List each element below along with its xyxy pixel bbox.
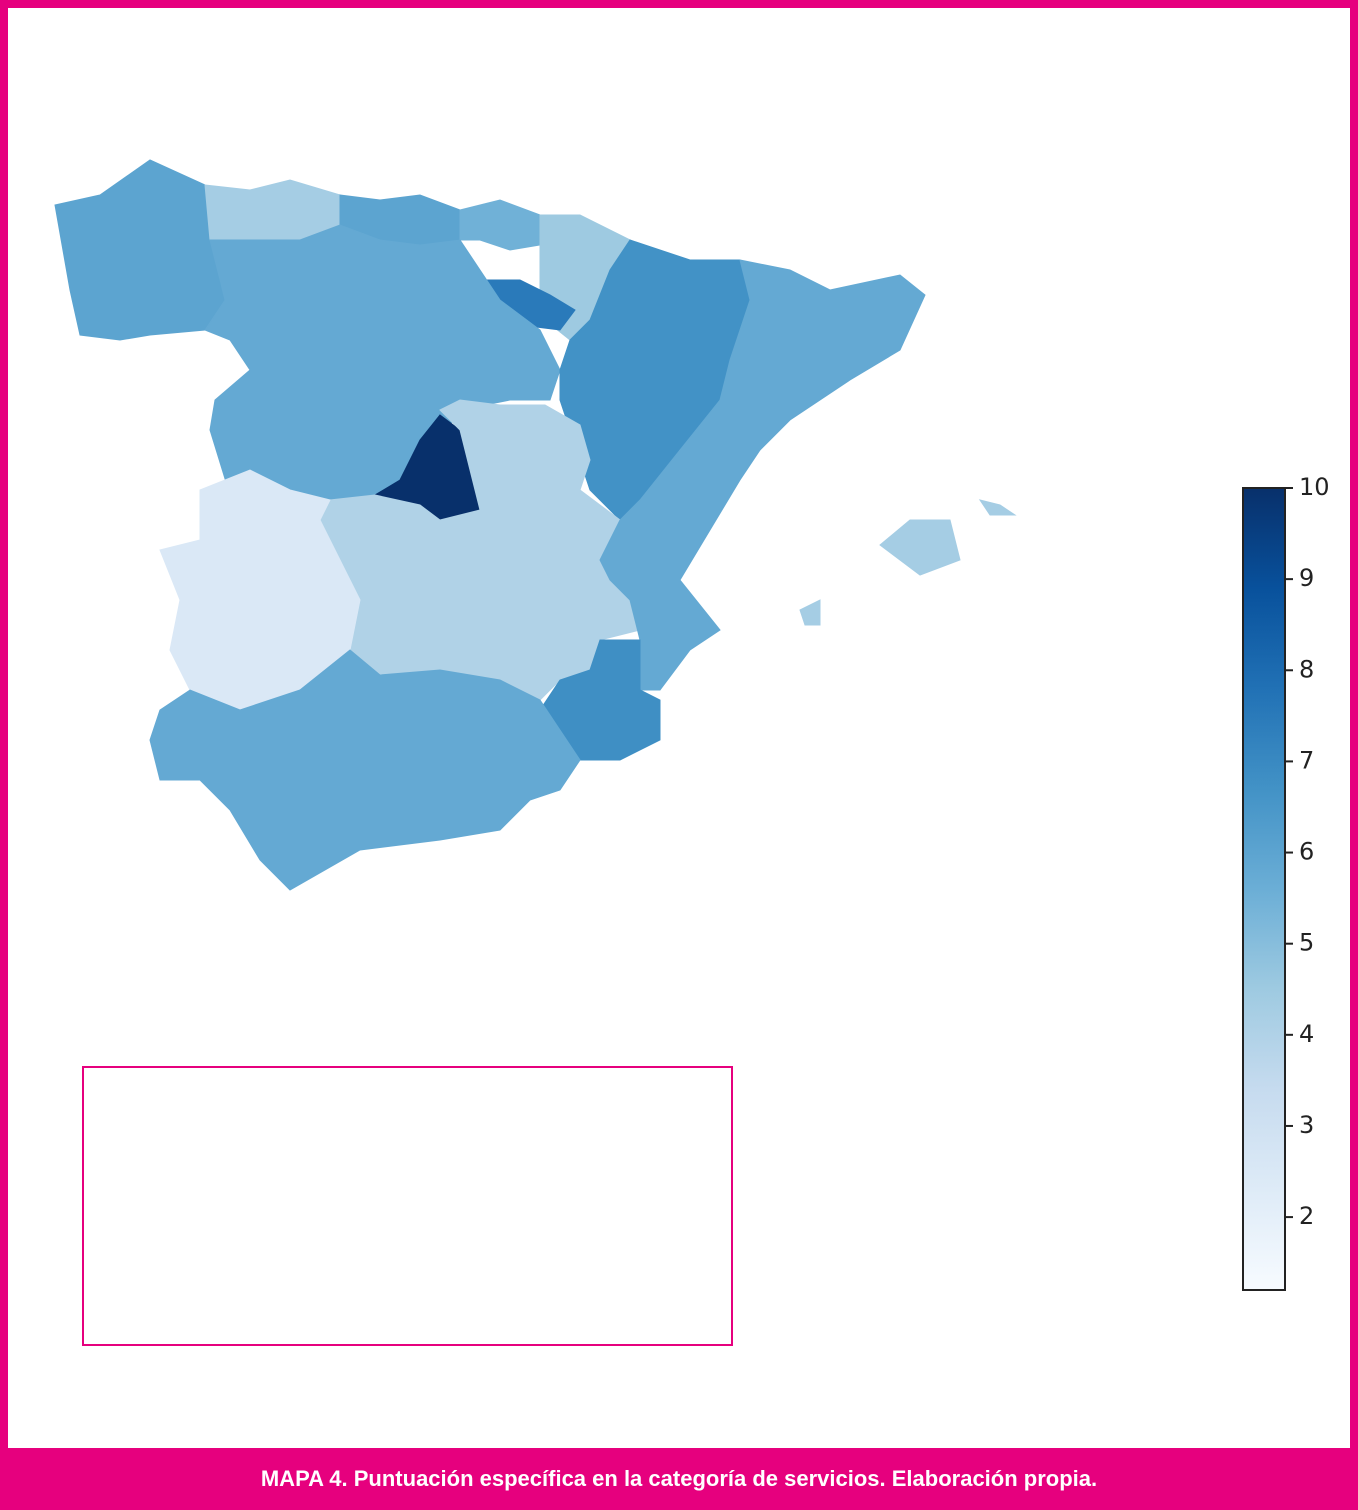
colorbar-tick-label: 2 <box>1299 1202 1314 1230</box>
region <box>459 199 541 251</box>
caption: MAPA 4. Puntuación específica en la cate… <box>0 1448 1358 1510</box>
region <box>599 449 761 691</box>
colorbar-tick-label: 10 <box>1299 473 1330 501</box>
inset-box <box>82 1066 733 1346</box>
region <box>149 649 581 891</box>
colorbar-tick-label: 7 <box>1299 746 1314 774</box>
colorbar-tick-label: 6 <box>1299 838 1314 866</box>
map: 2 3 4 5 6 7 8 9 10 <box>54 159 1330 1346</box>
colorbar-tick-label: 4 <box>1299 1020 1314 1048</box>
colorbar-tick-label: 5 <box>1299 929 1314 957</box>
region <box>678 259 926 451</box>
colorbar-tick-label: 3 <box>1299 1111 1314 1139</box>
region <box>54 159 226 341</box>
region <box>799 499 1017 626</box>
region <box>539 639 661 761</box>
colorbar-tick-label: 9 <box>1299 564 1314 592</box>
colorbar <box>1242 487 1286 1291</box>
colorbar-tick-label: 8 <box>1299 655 1314 683</box>
